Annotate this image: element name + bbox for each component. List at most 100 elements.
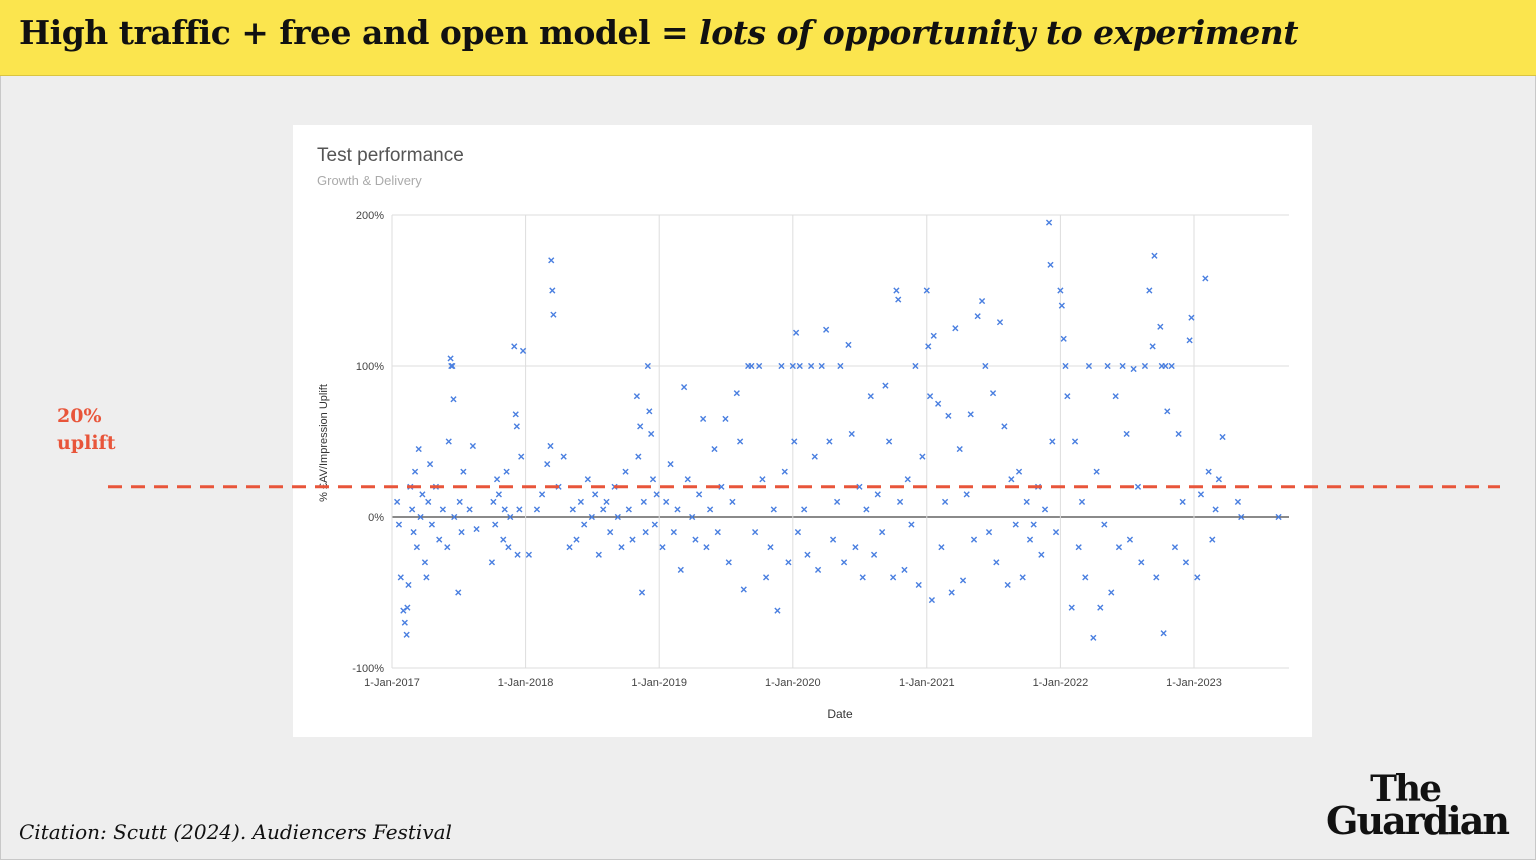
data-point bbox=[1047, 261, 1054, 268]
data-point bbox=[555, 483, 562, 490]
data-point bbox=[740, 586, 747, 593]
data-point bbox=[919, 453, 926, 460]
data-point bbox=[1160, 630, 1167, 637]
data-point bbox=[703, 544, 710, 551]
data-point bbox=[692, 536, 699, 543]
data-point bbox=[607, 529, 614, 536]
y-tick-label: 100% bbox=[356, 361, 384, 373]
data-point bbox=[1153, 574, 1160, 581]
data-point bbox=[834, 498, 841, 505]
data-point bbox=[1101, 521, 1108, 528]
data-point bbox=[1162, 362, 1169, 370]
data-point bbox=[1115, 544, 1123, 551]
data-point bbox=[923, 287, 930, 294]
data-point bbox=[938, 544, 945, 551]
data-point bbox=[837, 362, 844, 370]
data-point bbox=[811, 453, 818, 460]
data-point bbox=[514, 551, 521, 558]
data-point bbox=[1023, 498, 1030, 505]
data-point bbox=[512, 411, 519, 418]
data-point bbox=[495, 491, 502, 498]
data-point bbox=[395, 521, 403, 528]
data-point bbox=[659, 544, 666, 551]
data-point bbox=[885, 438, 893, 445]
title-plain: High traffic + free and open model = bbox=[19, 13, 700, 52]
data-point bbox=[1012, 521, 1019, 528]
data-point bbox=[818, 362, 825, 370]
data-point bbox=[637, 423, 644, 430]
data-point bbox=[1019, 574, 1026, 581]
data-point bbox=[970, 536, 978, 543]
data-point bbox=[1126, 536, 1134, 543]
data-point bbox=[959, 577, 967, 584]
data-point bbox=[401, 619, 408, 626]
data-point bbox=[1108, 589, 1115, 596]
data-point bbox=[549, 287, 556, 294]
data-point bbox=[501, 506, 508, 513]
data-point bbox=[1001, 423, 1008, 430]
data-point bbox=[432, 483, 440, 490]
data-point bbox=[1149, 343, 1156, 350]
data-point bbox=[436, 536, 443, 543]
data-point bbox=[518, 453, 525, 460]
data-point bbox=[419, 491, 426, 498]
logo-line-guardian: Guardian bbox=[1326, 798, 1510, 843]
y-axis-label: % £AV/Impression Uplift bbox=[318, 384, 330, 502]
data-point bbox=[649, 476, 657, 483]
data-point bbox=[1146, 287, 1153, 294]
data-point bbox=[409, 506, 416, 513]
data-point bbox=[426, 461, 434, 468]
data-point bbox=[948, 589, 955, 596]
data-point bbox=[445, 438, 452, 445]
x-tick-label: 1-Jan-2023 bbox=[1166, 677, 1222, 689]
data-point bbox=[622, 468, 629, 475]
scatter-chart: Test performance Growth & Delivery Date … bbox=[317, 145, 1289, 721]
data-point bbox=[516, 506, 523, 513]
data-point bbox=[845, 341, 852, 348]
data-point bbox=[1209, 536, 1216, 543]
data-point bbox=[469, 442, 476, 450]
data-point bbox=[733, 390, 740, 397]
data-point bbox=[1057, 287, 1064, 294]
x-tick-label: 1-Jan-2018 bbox=[498, 677, 554, 689]
data-point bbox=[674, 506, 681, 513]
data-point bbox=[863, 506, 870, 513]
data-point bbox=[1119, 362, 1126, 370]
data-point bbox=[696, 491, 703, 498]
data-point bbox=[1215, 476, 1222, 483]
data-point bbox=[793, 329, 800, 336]
data-point bbox=[1123, 430, 1130, 438]
data-point bbox=[404, 604, 411, 611]
data-point bbox=[759, 476, 766, 483]
data-point bbox=[804, 551, 811, 558]
y-tick-label: 0% bbox=[368, 512, 384, 524]
data-point bbox=[588, 513, 595, 521]
data-point bbox=[1093, 468, 1100, 475]
chart-subtitle: Growth & Delivery bbox=[317, 173, 422, 188]
header-bar: High traffic + free and open model = lot… bbox=[0, 0, 1536, 76]
data-point bbox=[725, 559, 732, 566]
data-point bbox=[633, 393, 640, 400]
data-point bbox=[500, 536, 507, 543]
data-point bbox=[473, 525, 480, 533]
data-point bbox=[400, 607, 407, 614]
data-point bbox=[1026, 536, 1034, 543]
data-point bbox=[908, 521, 915, 528]
uplift-value: 20% bbox=[57, 405, 102, 427]
x-tick-label: 1-Jan-2021 bbox=[899, 677, 955, 689]
data-point bbox=[1112, 393, 1119, 400]
data-point bbox=[963, 491, 970, 498]
data-point bbox=[722, 415, 729, 422]
data-point bbox=[569, 506, 576, 513]
data-point bbox=[1194, 574, 1201, 581]
data-point bbox=[1062, 362, 1069, 370]
data-point bbox=[519, 347, 527, 354]
data-point bbox=[450, 396, 457, 403]
data-point bbox=[635, 453, 642, 460]
data-point bbox=[421, 559, 429, 566]
data-point bbox=[729, 498, 736, 505]
data-point bbox=[663, 498, 670, 505]
chart-card: Test performance Growth & Delivery Date … bbox=[293, 125, 1312, 737]
data-point bbox=[1134, 483, 1142, 490]
data-point bbox=[458, 529, 465, 536]
